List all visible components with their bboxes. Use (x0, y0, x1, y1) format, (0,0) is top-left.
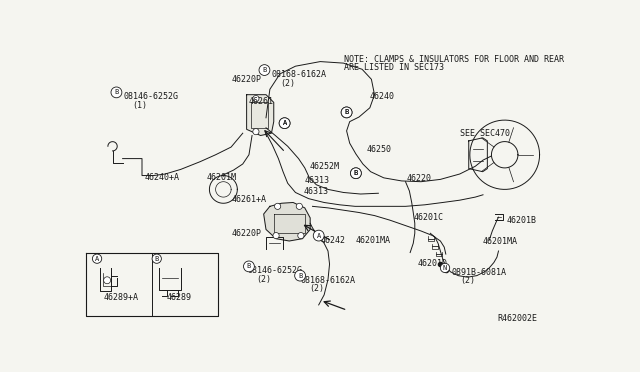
Text: 46242: 46242 (320, 235, 345, 245)
Circle shape (253, 129, 259, 135)
Text: 46201D: 46201D (418, 259, 448, 268)
Text: A: A (317, 232, 321, 238)
Text: 08168-6162A: 08168-6162A (300, 276, 355, 285)
Circle shape (253, 96, 259, 102)
Circle shape (104, 277, 111, 284)
Text: 46313: 46313 (303, 187, 328, 196)
Circle shape (92, 254, 102, 263)
Circle shape (259, 65, 270, 76)
Text: (2): (2) (461, 276, 476, 285)
Text: 08168-6162A: 08168-6162A (271, 70, 326, 79)
Text: N: N (443, 265, 447, 271)
Circle shape (279, 118, 290, 129)
Text: B: B (344, 109, 349, 115)
Text: B: B (298, 273, 302, 279)
Text: A: A (95, 256, 99, 262)
Circle shape (111, 87, 122, 98)
Text: 08146-6252G: 08146-6252G (248, 266, 302, 275)
Text: 46201MA: 46201MA (355, 235, 390, 245)
Text: 46201M: 46201M (206, 173, 236, 182)
Text: 46220: 46220 (407, 174, 432, 183)
Text: (1): (1) (132, 101, 148, 110)
Text: 46250: 46250 (367, 145, 392, 154)
Text: 46220P: 46220P (232, 230, 262, 238)
Text: B: B (262, 67, 267, 73)
Text: B: B (354, 170, 358, 176)
Text: ARE LISTED IN SEC173: ARE LISTED IN SEC173 (344, 63, 444, 72)
Text: SEE SEC470: SEE SEC470 (460, 129, 509, 138)
Circle shape (440, 263, 450, 273)
Circle shape (244, 261, 254, 272)
Text: 46261+A: 46261+A (232, 195, 267, 204)
Text: 46240: 46240 (370, 92, 395, 102)
Text: 46289: 46289 (167, 293, 192, 302)
Polygon shape (264, 202, 310, 241)
Circle shape (294, 270, 305, 281)
Circle shape (341, 107, 352, 118)
Circle shape (152, 254, 161, 263)
Circle shape (296, 203, 303, 209)
Polygon shape (246, 95, 274, 135)
Text: NOTE: CLAMPS & INSULATORS FOR FLOOR AND REAR: NOTE: CLAMPS & INSULATORS FOR FLOOR AND … (344, 55, 563, 64)
Text: B: B (115, 89, 118, 95)
Text: 46313: 46313 (305, 176, 330, 185)
Text: 46201C: 46201C (414, 212, 444, 221)
Text: 46289+A: 46289+A (103, 293, 138, 302)
Text: A: A (282, 120, 287, 126)
Circle shape (341, 107, 352, 118)
Text: 46201B: 46201B (506, 216, 536, 225)
Circle shape (273, 232, 279, 239)
Circle shape (298, 232, 304, 239)
Text: 0891B-6081A: 0891B-6081A (451, 268, 506, 277)
Text: (2): (2) (309, 284, 324, 293)
Circle shape (351, 168, 362, 179)
Text: 46201MA: 46201MA (483, 237, 518, 246)
Text: 46220P: 46220P (232, 76, 262, 84)
Text: (2): (2) (257, 275, 272, 284)
Circle shape (279, 118, 290, 129)
Text: B: B (344, 109, 349, 115)
Text: 46240+A: 46240+A (145, 173, 179, 182)
Circle shape (313, 230, 324, 241)
Text: 46261: 46261 (249, 97, 274, 106)
Text: 08146-6252G: 08146-6252G (124, 92, 179, 102)
Circle shape (275, 203, 281, 209)
Text: (2): (2) (281, 78, 296, 87)
Text: B: B (354, 170, 358, 176)
Text: A: A (282, 120, 287, 126)
Text: R462002E: R462002E (497, 314, 537, 323)
Text: B: B (155, 256, 159, 262)
Circle shape (351, 168, 362, 179)
Text: 46252M: 46252M (309, 163, 339, 171)
Text: B: B (247, 263, 251, 269)
